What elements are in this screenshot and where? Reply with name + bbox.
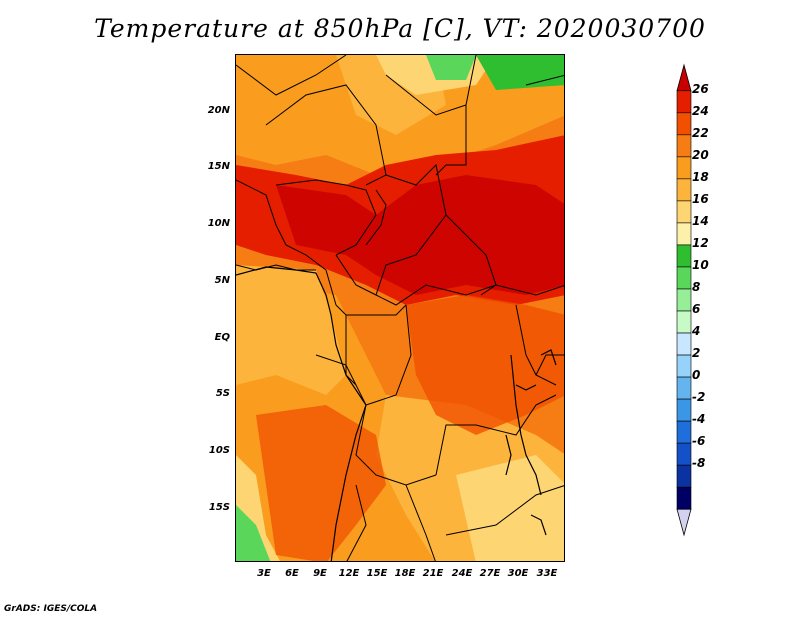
colorbar-label: 8: [692, 279, 701, 294]
colorbar-label: 0: [692, 368, 701, 383]
colorbar-label: 26: [692, 81, 709, 96]
lat-label-eq: EQ: [214, 332, 230, 343]
map-title: Temperature at 850hPa [C], VT: 202003070…: [94, 14, 706, 43]
field-zone-far-southeast: [456, 455, 564, 561]
colorbar-segment: [676, 222, 692, 246]
temperature-map: [235, 54, 565, 562]
temperature-field: [236, 55, 564, 561]
colorbar-segment: [676, 398, 692, 422]
colorbar-segment: [676, 354, 692, 378]
colorbar-segment: [676, 244, 692, 268]
field-zone-sahel-core: [276, 175, 564, 295]
colorbar-label: 2: [692, 346, 701, 361]
colorbar-label: 18: [692, 169, 709, 184]
colorbar-label: 22: [692, 125, 709, 140]
lon-label-12e: 12E: [338, 568, 360, 579]
colorbar-segment: [676, 178, 692, 202]
colorbar-segment: [676, 112, 692, 136]
lon-label-18e: 18E: [394, 568, 416, 579]
colorbar-segment: [676, 200, 692, 224]
colorbar-segment: [676, 134, 692, 158]
colorbar-segment: [676, 464, 692, 488]
lon-label-6e: 6E: [285, 568, 299, 579]
colorbar-segment: [676, 156, 692, 180]
colorbar-label: 6: [692, 302, 701, 316]
colorbar-segment: [676, 420, 692, 444]
lon-label-24e: 24E: [451, 568, 473, 579]
colorbar-bottom-arrow: [676, 508, 692, 537]
colorbar-label: 14: [692, 213, 709, 228]
colorbar-segment: [676, 332, 692, 356]
colorbar-segment: [676, 310, 692, 334]
lon-label-9e: 9E: [313, 568, 327, 579]
field-zone-gulf: [236, 265, 346, 395]
country-borders: [236, 55, 564, 561]
lat-label-20n: 20N: [207, 105, 230, 116]
lat-label-10s: 10S: [208, 445, 230, 456]
colorbar-label: 24: [692, 103, 709, 118]
lon-label-21e: 21E: [422, 568, 444, 579]
field-zone-sw-green: [236, 505, 271, 561]
lat-label-15n: 15N: [207, 161, 230, 172]
colorbar-label: -4: [692, 412, 706, 427]
colorbar-label: 4: [692, 324, 701, 339]
colorbar: [676, 63, 692, 537]
colorbar-segment: [676, 288, 692, 312]
coastlines: [236, 266, 557, 561]
lon-label-27e: 27E: [479, 568, 501, 579]
colorbar-label: 20: [692, 147, 709, 162]
lat-label-10n: 10N: [207, 218, 230, 229]
colorbar-label: -8: [692, 456, 706, 471]
lat-label-15s: 15S: [208, 502, 230, 513]
credit-text: GrADS: IGES/COLA: [4, 604, 98, 614]
colorbar-label: 10: [692, 257, 709, 272]
colorbar-segment: [676, 376, 692, 400]
lon-label-3e: 3E: [257, 568, 271, 579]
colorbar-label: 16: [692, 191, 709, 206]
colorbar-label: 12: [692, 235, 709, 250]
lon-label-33e: 33E: [536, 568, 558, 579]
lon-label-30e: 30E: [507, 568, 529, 579]
field-zone-north-green-1: [426, 55, 476, 80]
field-zone-congo: [406, 295, 564, 435]
colorbar-label: -6: [692, 434, 706, 449]
colorbar-segment: [676, 486, 692, 510]
lat-label-5n: 5N: [214, 275, 230, 286]
colorbar-label: -2: [692, 390, 706, 405]
colorbar-segment: [676, 266, 692, 290]
colorbar-segment: [676, 442, 692, 466]
lon-label-15e: 15E: [366, 568, 388, 579]
lat-label-5s: 5S: [215, 388, 230, 399]
colorbar-segment: [676, 90, 692, 114]
colorbar-top-arrow: [676, 63, 692, 92]
